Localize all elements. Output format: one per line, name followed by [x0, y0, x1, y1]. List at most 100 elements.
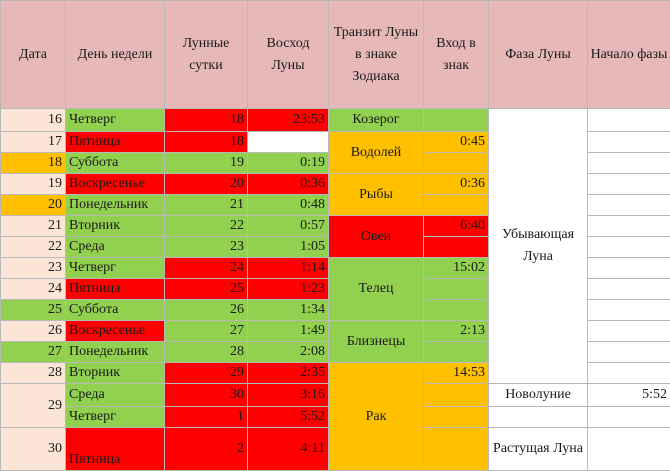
header-transit: Транзит Луны в знаке Зодиака: [329, 1, 424, 109]
phase-start-cell: [588, 407, 670, 428]
phase-start-cell: [588, 300, 670, 321]
sign-entry-cell: [424, 300, 489, 321]
lunar-day-cell: 22: [165, 216, 248, 237]
date-cell: 26: [1, 321, 66, 342]
transit-sign-cell: Телец: [329, 258, 424, 321]
phase-start-cell: [588, 321, 670, 342]
moonrise-cell: 0:57: [248, 216, 329, 237]
transit-sign-cell: Овен: [329, 216, 424, 258]
weekday-cell: Четверг: [66, 258, 165, 279]
lunar-day-cell: 21: [165, 195, 248, 216]
moonrise-cell: 1:49: [248, 321, 329, 342]
sign-entry-cell: 15:02: [424, 258, 489, 279]
weekday-cell: Четверг: [66, 109, 165, 132]
date-cell: 20: [1, 195, 66, 216]
lunar-day-cell: 28: [165, 342, 248, 363]
lunar-day-cell: 23: [165, 237, 248, 258]
header-phase: Фаза Луны: [489, 1, 588, 109]
transit-sign-cell: Рак: [329, 363, 424, 471]
date-cell: 25: [1, 300, 66, 321]
sign-entry-cell: [424, 153, 489, 174]
lunar-day-cell: 26: [165, 300, 248, 321]
sign-entry-cell: [424, 237, 489, 258]
moonrise-cell: 1:05: [248, 237, 329, 258]
moonrise-cell: 3:16: [248, 384, 329, 407]
date-cell: 28: [1, 363, 66, 384]
lunar-day-cell: 27: [165, 321, 248, 342]
phase-start-cell: [588, 216, 670, 237]
moonrise-cell: 5:52: [248, 407, 329, 428]
moonrise-cell: 0:19: [248, 153, 329, 174]
header-weekday: День недели: [66, 1, 165, 109]
sign-entry-cell: 14:53: [424, 363, 489, 384]
weekday-cell: Понедельник: [66, 195, 165, 216]
date-cell: 29: [1, 384, 66, 428]
table-row: 16 Четверг 18 23:53 Козерог Убывающая Лу…: [1, 109, 670, 132]
weekday-cell: Вторник: [66, 363, 165, 384]
moonrise-cell: 4:11: [248, 428, 329, 471]
moonrise-cell: [248, 132, 329, 153]
weekday-cell: Понедельник: [66, 342, 165, 363]
date-cell: 18: [1, 153, 66, 174]
weekday-cell: Среда: [66, 384, 165, 407]
sign-entry-cell: [424, 407, 489, 428]
date-cell: 17: [1, 132, 66, 153]
phase-cell: [489, 407, 588, 428]
sign-entry-cell: [424, 384, 489, 407]
sign-entry-cell: [424, 279, 489, 300]
weekday-cell: Воскресенье: [66, 174, 165, 195]
phase-start-cell: [588, 279, 670, 300]
phase-start-cell: [588, 342, 670, 363]
moonrise-cell: 0:36: [248, 174, 329, 195]
lunar-day-cell: 30: [165, 384, 248, 407]
header-row: Дата День недели Лунные сутки Восход Лун…: [1, 1, 670, 109]
weekday-cell: Суббота: [66, 153, 165, 174]
date-cell: 22: [1, 237, 66, 258]
sign-entry-cell: [424, 342, 489, 363]
weekday-cell: Четверг: [66, 407, 165, 428]
phase-start-cell: [588, 428, 670, 471]
phase-start-cell: [588, 363, 670, 384]
header-moonrise: Восход Луны: [248, 1, 329, 109]
lunar-day-cell: 24: [165, 258, 248, 279]
sign-entry-cell: 0:36: [424, 174, 489, 195]
date-cell: 19: [1, 174, 66, 195]
phase-start-cell: [588, 195, 670, 216]
weekday-cell: Вторник: [66, 216, 165, 237]
phase-start-cell: 5:52: [588, 384, 670, 407]
lunar-day-cell: 29: [165, 363, 248, 384]
phase-start-cell: [588, 174, 670, 195]
sign-entry-cell: [424, 428, 489, 471]
transit-sign-cell: Близнецы: [329, 321, 424, 363]
date-cell: 24: [1, 279, 66, 300]
date-cell: 16: [1, 109, 66, 132]
moonrise-cell: 23:53: [248, 109, 329, 132]
lunar-day-cell: 1: [165, 407, 248, 428]
weekday-cell: Пятница: [66, 428, 165, 471]
phase-start-cell: [588, 237, 670, 258]
phase-start-cell: [588, 109, 670, 132]
weekday-cell: Суббота: [66, 300, 165, 321]
weekday-cell: Воскресенье: [66, 321, 165, 342]
lunar-day-cell: 19: [165, 153, 248, 174]
moonrise-cell: 1:23: [248, 279, 329, 300]
header-sign-entry: Вход в знак: [424, 1, 489, 109]
phase-cell: Убывающая Луна: [489, 109, 588, 384]
date-cell: 27: [1, 342, 66, 363]
sign-entry-cell: [424, 195, 489, 216]
phase-start-cell: [588, 153, 670, 174]
header-lunar-day: Лунные сутки: [165, 1, 248, 109]
moonrise-cell: 1:14: [248, 258, 329, 279]
phase-cell: Растущая Луна: [489, 428, 588, 471]
weekday-cell: Пятница: [66, 279, 165, 300]
sign-entry-cell: 6:40: [424, 216, 489, 237]
weekday-cell: Пятница: [66, 132, 165, 153]
weekday-cell: Среда: [66, 237, 165, 258]
transit-sign-cell: Рыбы: [329, 174, 424, 216]
moonrise-cell: 2:08: [248, 342, 329, 363]
moonrise-cell: 1:34: [248, 300, 329, 321]
lunar-day-cell: 20: [165, 174, 248, 195]
lunar-day-cell: 18: [165, 132, 248, 153]
sign-entry-cell: 0:45: [424, 132, 489, 153]
